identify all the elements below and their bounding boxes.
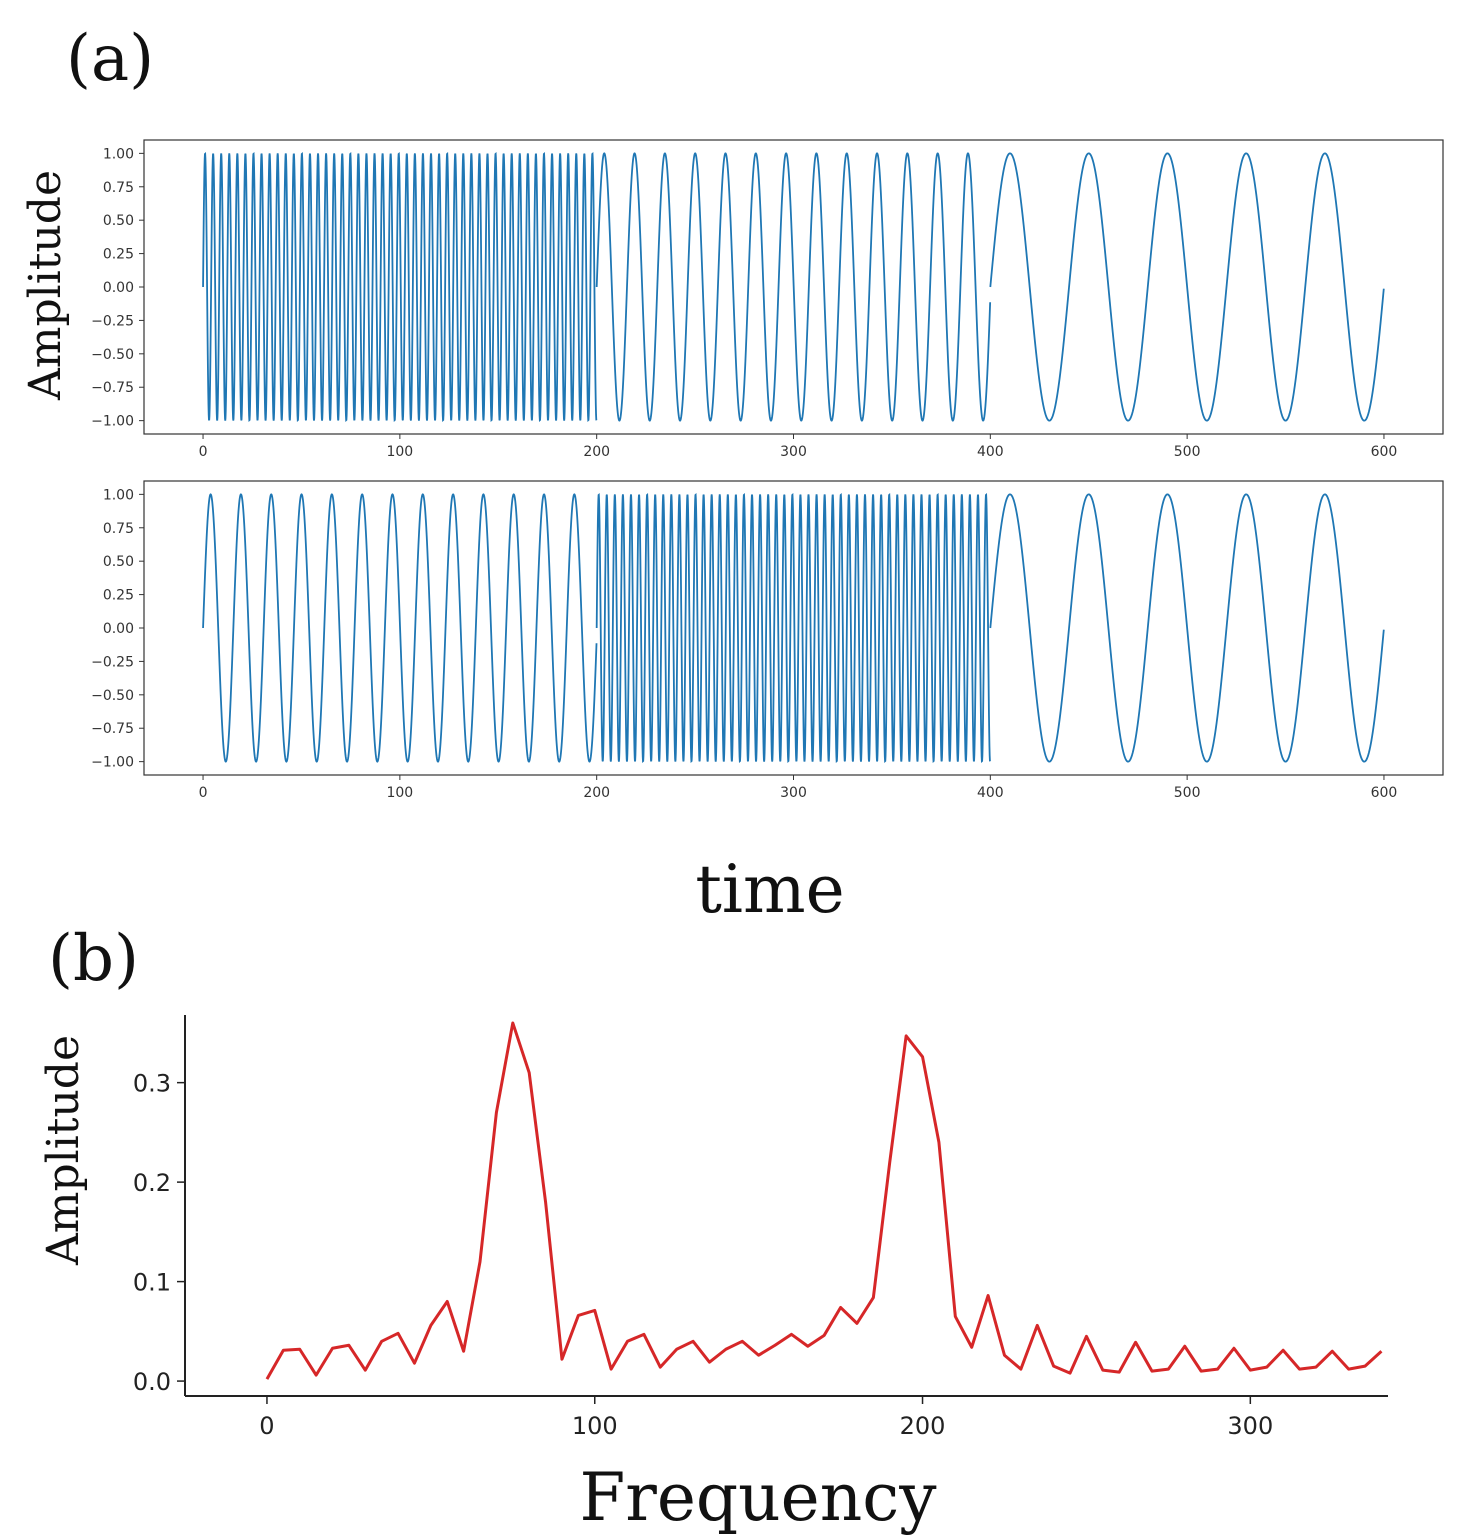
- time1-y-tick-label: 0.50: [103, 213, 134, 229]
- time1-y-tick-label: −0.50: [91, 347, 134, 363]
- time2-x-tick-label: 100: [386, 785, 413, 801]
- freq-series-line: [265, 1021, 1383, 1380]
- bottom-chart-ylabel: Amplitude: [38, 1035, 89, 1266]
- panel-a-label: (a): [66, 22, 154, 96]
- time2-x-tick-label: 0: [199, 785, 208, 801]
- time-chart-1: 0 100 200 300 400 500 600 1.00 0.75 0.50 0.25 0.00 −…: [91, 139, 1444, 460]
- time1-x-tick-label: 200: [583, 444, 610, 460]
- time2-y-tick-label: 1.00: [103, 487, 134, 503]
- time1-x-tick-label: 500: [1174, 444, 1201, 460]
- time2-series-line-segment-2: [595, 493, 991, 763]
- time2-y-tick-label: 0.50: [103, 554, 134, 570]
- time1-y-tick-label: −1.00: [91, 414, 134, 430]
- time1-x-tick-label: 600: [1371, 444, 1398, 460]
- freq-y-tick-label: 0.0: [133, 1368, 171, 1396]
- time-axis-label: time: [695, 851, 844, 928]
- frequency-chart: 0 100 200 300 0.0 0.1 0.2 0.3: [133, 1015, 1388, 1440]
- time2-y-tick-label: −0.75: [91, 721, 134, 737]
- time1-y-tick-label: 0.75: [103, 180, 134, 196]
- time2-y-tick-label: 0.00: [103, 621, 134, 637]
- time1-y-tick-label: 0.00: [103, 280, 134, 296]
- time2-series-line-segment-3: [989, 493, 1385, 763]
- time2-x-tick-label: 600: [1371, 785, 1398, 801]
- time2-x-tick-label: 200: [583, 785, 610, 801]
- time1-x-tick-label: 0: [199, 444, 208, 460]
- freq-y-tick-label: 0.1: [133, 1269, 171, 1297]
- time2-x-tick-label: 500: [1174, 785, 1201, 801]
- time1-series-line-segment-1: [202, 152, 598, 422]
- time2-x-tick-label: 400: [977, 785, 1004, 801]
- time2-y-tick-label: −0.50: [91, 688, 134, 704]
- time1-x-tick-label: 300: [780, 444, 807, 460]
- time2-y-tick-label: 0.25: [103, 588, 134, 604]
- time1-y-tick-label: −0.75: [91, 380, 134, 396]
- frequency-axis-label: Frequency: [580, 1459, 938, 1536]
- freq-y-tick-label: 0.2: [133, 1169, 171, 1197]
- freq-y-tick-label: 0.3: [133, 1070, 171, 1098]
- time1-x-tick-label: 100: [386, 444, 413, 460]
- time1-series-line-segment-2: [595, 152, 992, 422]
- time1-y-tick-label: 0.25: [103, 247, 134, 263]
- freq-x-tick-label: 300: [1227, 1412, 1273, 1440]
- time2-y-tick-label: −1.00: [91, 755, 134, 771]
- freq-x-tick-label: 100: [572, 1412, 618, 1440]
- time1-series-line-segment-3: [989, 152, 1385, 422]
- time2-y-tick-label: 0.75: [103, 521, 134, 537]
- time1-x-tick-label: 400: [977, 444, 1004, 460]
- freq-x-tick-label: 0: [259, 1412, 274, 1440]
- time2-x-tick-label: 300: [780, 785, 807, 801]
- freq-x-tick-label: 200: [900, 1412, 946, 1440]
- time1-y-tick-label: 1.00: [103, 146, 134, 162]
- panel-b-label: (b): [48, 922, 139, 996]
- time2-y-tick-label: −0.25: [91, 654, 134, 670]
- time2-series-line-segment-1: [202, 493, 598, 763]
- time1-y-tick-label: −0.25: [91, 313, 134, 329]
- top-chart-ylabel: Amplitude: [20, 170, 71, 401]
- time-chart-2: 0 100 200 300 400 500 600 1.00 0.75 0.50 0.25 0.00 −…: [91, 480, 1444, 801]
